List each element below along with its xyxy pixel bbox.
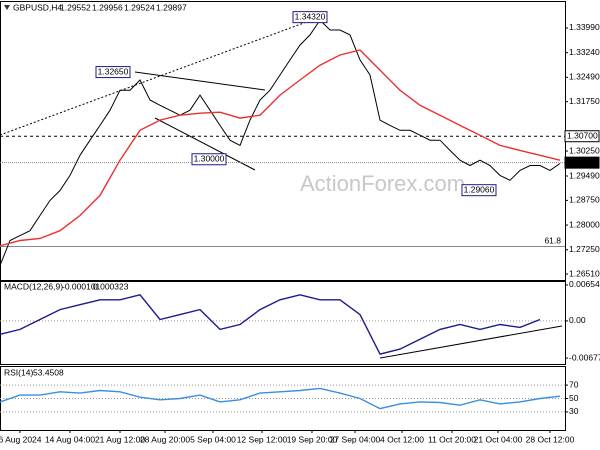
level-label: 1.30700: [567, 130, 598, 140]
ohlc: 1.29897: [156, 2, 187, 12]
y-tick-label: 30: [569, 406, 579, 416]
trend-line: [0, 16, 321, 136]
symbol: GBPUSD,H4: [13, 2, 62, 12]
y-tick-label: 1.27250: [569, 244, 600, 254]
x-tick-label: 28 Aug 20:00: [140, 434, 190, 444]
y-tick-label: 0.00: [569, 315, 586, 325]
indicator-reading: 0.000323: [93, 281, 129, 291]
series-line: [0, 49, 561, 247]
level-label: 1.29897: [567, 157, 598, 167]
icon: [4, 5, 10, 10]
ohlc: 1.29552: [60, 2, 91, 12]
x-tick-label: 28 Oct 12:00: [526, 434, 575, 444]
x-tick-label: 4 Oct 12:00: [380, 434, 424, 444]
x-tick-label: 11 Oct 20:00: [428, 434, 476, 444]
annotation-label: 1.34320: [295, 11, 326, 21]
macd-panel: [0, 281, 566, 365]
indicator-title: MACD(12,26,9): [4, 281, 63, 291]
x-tick-label: 27 Sep 04:00: [330, 434, 381, 444]
y-tick-label: 1.26510: [569, 268, 600, 278]
price-annotation: [461, 184, 497, 197]
y-tick-label: 1.29490: [569, 170, 600, 180]
series-line: [0, 294, 541, 355]
y-tick-label: 70: [569, 379, 579, 389]
level-box: [564, 156, 600, 169]
y-tick-label: 1.32490: [569, 72, 600, 82]
indicator-title: RSI(14): [4, 367, 33, 377]
ohlc: 1.29524: [124, 2, 155, 12]
trend-line: [154, 117, 256, 171]
y-tick-label: 0.006549: [569, 279, 600, 289]
x-tick-label: 5 Sep 04:00: [190, 434, 236, 444]
y-tick-label: 1.33240: [569, 47, 600, 57]
annotation-label: 1.30000: [194, 154, 225, 164]
series-line: [0, 19, 561, 266]
annotation-label: 1.32650: [98, 66, 129, 76]
annotation-label: 1.29060: [464, 184, 495, 194]
watermark: ActionForex.com: [300, 171, 465, 196]
x-tick-label: 6 Aug 2024: [0, 434, 42, 444]
x-tick-label: 21 Oct 04:00: [474, 434, 523, 444]
y-tick-label: -0.006778: [569, 352, 600, 362]
y-tick-label: 1.33990: [569, 22, 600, 32]
price-annotation: [191, 153, 227, 166]
x-tick-label: 12 Sep 12:00: [237, 434, 288, 444]
x-tick-label: 14 Aug 04:00: [45, 434, 95, 444]
y-tick-label: 1.30250: [569, 145, 600, 155]
y-tick-label: 1.28750: [569, 195, 600, 205]
x-tick-label: 19 Sep 20:00: [287, 434, 338, 444]
ohlc: 1.29956: [92, 2, 123, 12]
y-tick-label: 50: [569, 393, 579, 403]
fib-label: 61.8: [544, 236, 561, 246]
indicator-reading: 53.4508: [33, 367, 64, 377]
trend-line: [134, 71, 266, 91]
indicator-reading: -0.000101: [62, 281, 101, 291]
y-tick-label: 1.28000: [569, 219, 600, 229]
series-line: [0, 387, 561, 410]
level-box: [564, 130, 600, 143]
x-tick-label: 21 Aug 12:00: [95, 434, 145, 444]
price-annotation: [292, 11, 328, 24]
y-tick-label: 1.31750: [569, 96, 600, 106]
trend-line: [379, 325, 563, 359]
price-annotation: [95, 66, 131, 79]
price-panel: [0, 1, 566, 281]
